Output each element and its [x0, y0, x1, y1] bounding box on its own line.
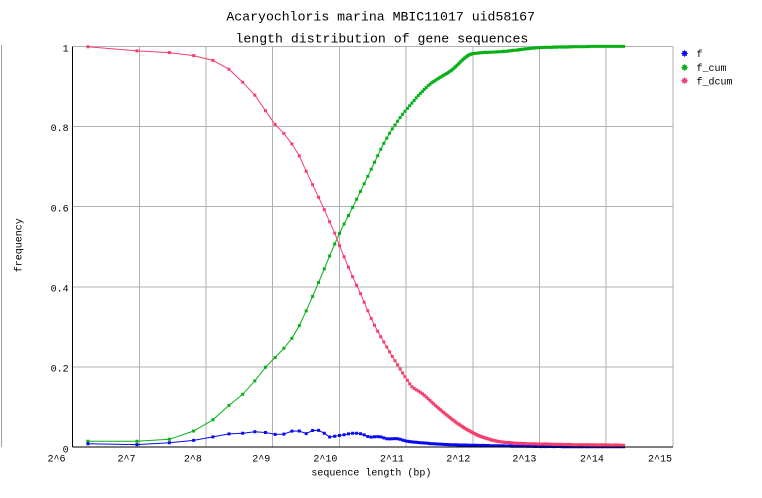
svg-text:2^11: 2^11 — [380, 454, 404, 465]
svg-text:length distribution of gene se: length distribution of gene sequences — [235, 32, 528, 47]
svg-text:f_cum: f_cum — [697, 63, 727, 75]
svg-text:f_dcum: f_dcum — [697, 76, 733, 88]
svg-text:0: 0 — [63, 446, 69, 457]
svg-text:2^12: 2^12 — [446, 454, 470, 465]
svg-text:frequency: frequency — [14, 218, 26, 272]
svg-text:0.4: 0.4 — [51, 284, 69, 295]
svg-text:0.6: 0.6 — [51, 204, 69, 215]
svg-text:2^15: 2^15 — [648, 454, 672, 465]
svg-text:2^9: 2^9 — [252, 454, 270, 465]
svg-text:f: f — [697, 49, 703, 61]
svg-text:2^7: 2^7 — [117, 454, 135, 465]
svg-text:Acaryochloris marina MBIC11017: Acaryochloris marina MBIC11017 uid58167 — [226, 10, 535, 25]
svg-text:1: 1 — [63, 45, 69, 56]
svg-text:2^13: 2^13 — [512, 454, 536, 465]
svg-text:0.2: 0.2 — [51, 365, 69, 376]
svg-text:2^10: 2^10 — [313, 454, 337, 465]
svg-text:sequence length (bp): sequence length (bp) — [311, 468, 431, 480]
svg-text:2^6: 2^6 — [47, 454, 65, 465]
svg-text:2^8: 2^8 — [184, 454, 202, 465]
svg-text:0.8: 0.8 — [51, 124, 69, 135]
svg-text:2^14: 2^14 — [580, 454, 604, 465]
